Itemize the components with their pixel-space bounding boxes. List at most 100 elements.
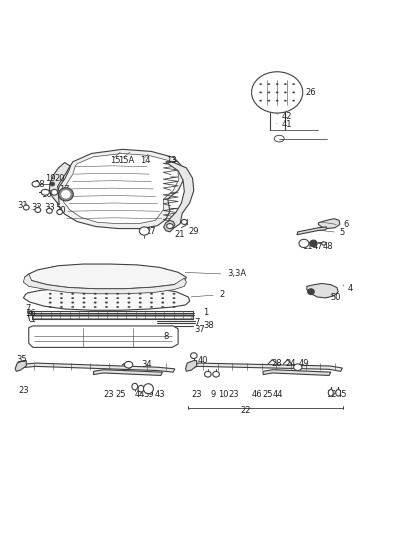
Ellipse shape	[161, 293, 164, 295]
Polygon shape	[165, 162, 193, 229]
Text: 21: 21	[173, 230, 184, 239]
Text: 30: 30	[55, 206, 66, 215]
Ellipse shape	[143, 384, 153, 394]
Ellipse shape	[71, 306, 74, 308]
Ellipse shape	[292, 100, 294, 102]
Text: 19: 19	[45, 174, 56, 183]
Ellipse shape	[58, 188, 73, 201]
Ellipse shape	[150, 302, 152, 303]
Ellipse shape	[283, 91, 286, 93]
Text: 27: 27	[145, 228, 155, 236]
Ellipse shape	[172, 302, 175, 303]
Ellipse shape	[128, 298, 130, 299]
Ellipse shape	[49, 302, 51, 303]
Text: 35: 35	[17, 355, 27, 364]
Polygon shape	[263, 370, 330, 376]
Ellipse shape	[150, 293, 152, 295]
Ellipse shape	[49, 298, 51, 299]
Ellipse shape	[307, 289, 313, 295]
Ellipse shape	[283, 100, 286, 102]
Polygon shape	[93, 370, 162, 376]
Ellipse shape	[172, 298, 175, 299]
Ellipse shape	[116, 302, 119, 303]
Text: 9: 9	[210, 390, 215, 399]
Text: 15: 15	[110, 157, 120, 165]
Ellipse shape	[50, 182, 55, 186]
Polygon shape	[318, 218, 339, 229]
Text: 48: 48	[322, 242, 332, 251]
Ellipse shape	[212, 371, 219, 377]
Ellipse shape	[49, 306, 51, 308]
Ellipse shape	[94, 306, 96, 308]
Ellipse shape	[83, 302, 85, 303]
Text: 38: 38	[202, 321, 213, 330]
Ellipse shape	[161, 306, 164, 308]
Text: 5: 5	[338, 228, 344, 237]
Polygon shape	[185, 360, 196, 371]
Ellipse shape	[60, 306, 62, 308]
Polygon shape	[188, 363, 342, 371]
Ellipse shape	[161, 298, 164, 299]
Ellipse shape	[139, 306, 141, 308]
Ellipse shape	[267, 100, 269, 102]
Ellipse shape	[259, 91, 261, 93]
Ellipse shape	[105, 306, 107, 308]
Ellipse shape	[83, 306, 85, 308]
Text: 50: 50	[330, 293, 340, 302]
Text: 49: 49	[298, 359, 309, 369]
Text: 43: 43	[154, 390, 164, 399]
Ellipse shape	[23, 205, 29, 210]
Ellipse shape	[321, 242, 325, 245]
Text: 7: 7	[25, 303, 31, 313]
Text: 13: 13	[165, 157, 176, 165]
Ellipse shape	[116, 298, 119, 299]
Ellipse shape	[41, 189, 49, 195]
Polygon shape	[23, 274, 186, 294]
Ellipse shape	[150, 306, 152, 308]
Ellipse shape	[124, 362, 133, 368]
Text: 37: 37	[194, 325, 205, 334]
Text: 16: 16	[41, 190, 52, 199]
Ellipse shape	[128, 293, 130, 295]
Ellipse shape	[71, 302, 74, 303]
Text: 33: 33	[44, 203, 55, 213]
Ellipse shape	[105, 298, 107, 299]
Text: 23: 23	[103, 390, 114, 399]
Polygon shape	[24, 264, 186, 289]
Text: 34: 34	[141, 360, 151, 369]
Ellipse shape	[128, 302, 130, 303]
Text: 2: 2	[219, 290, 224, 299]
Ellipse shape	[60, 298, 62, 299]
Ellipse shape	[204, 371, 211, 377]
Ellipse shape	[94, 302, 96, 303]
Ellipse shape	[292, 91, 294, 93]
Text: 23: 23	[18, 386, 28, 395]
Text: 6: 6	[342, 221, 348, 229]
Text: 44: 44	[135, 390, 145, 399]
Ellipse shape	[60, 293, 62, 295]
Ellipse shape	[259, 100, 261, 102]
Ellipse shape	[35, 208, 40, 213]
Text: 22: 22	[240, 406, 250, 415]
Text: 25: 25	[115, 390, 126, 399]
Ellipse shape	[275, 83, 278, 85]
Ellipse shape	[62, 190, 70, 198]
Text: 3,3A: 3,3A	[226, 268, 245, 278]
Text: 12: 12	[325, 390, 335, 399]
Text: 18: 18	[33, 180, 44, 188]
Ellipse shape	[128, 306, 130, 308]
Polygon shape	[18, 363, 174, 372]
Text: 42: 42	[280, 112, 291, 121]
Ellipse shape	[139, 227, 149, 235]
Ellipse shape	[105, 293, 107, 295]
Ellipse shape	[60, 302, 62, 303]
Text: 32: 32	[31, 203, 42, 213]
Polygon shape	[15, 360, 26, 371]
Text: 39: 39	[143, 390, 153, 399]
Text: 24: 24	[285, 359, 295, 369]
Ellipse shape	[116, 306, 119, 308]
Text: 29: 29	[188, 226, 199, 236]
Text: 31: 31	[17, 201, 28, 209]
Polygon shape	[23, 287, 189, 310]
Text: 8: 8	[163, 332, 169, 341]
